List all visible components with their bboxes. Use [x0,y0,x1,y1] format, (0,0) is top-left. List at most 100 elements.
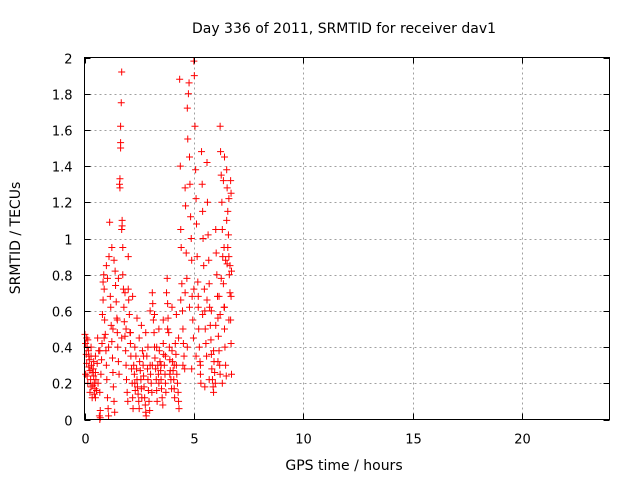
data-point [196,361,204,369]
data-point [100,334,108,342]
data-point [99,278,107,286]
data-point [145,397,153,405]
data-point [222,256,230,264]
y-tick-label: 1.6 [52,125,73,140]
data-point [122,347,130,355]
data-point [219,280,227,288]
data-point [152,365,160,373]
data-point [123,376,130,384]
data-point [219,253,227,261]
x-tick-label: 0 [81,433,89,448]
x-tick-label: 15 [405,433,422,448]
data-point [190,57,198,65]
data-point [195,343,203,351]
data-point [82,339,90,347]
data-point [134,390,142,398]
data-point [106,218,114,226]
data-point [189,334,197,342]
data-point [153,387,161,395]
data-point [224,231,232,239]
data-point [179,361,187,369]
data-point [105,412,113,420]
data-point [157,376,165,384]
data-point [111,267,119,275]
data-point [98,311,106,319]
data-point [181,365,189,373]
data-point [123,388,131,396]
data-point [210,388,218,396]
data-point [214,358,222,366]
data-point [197,379,205,387]
data-point [139,361,147,369]
data-point [93,387,101,395]
data-point [151,311,158,319]
data-point [117,99,125,107]
data-point [215,347,223,355]
data-point [189,316,197,324]
data-point [175,397,183,405]
data-point [177,244,185,252]
y-tick-label: 1.2 [52,197,73,212]
data-point [91,352,99,360]
data-point [132,352,140,360]
data-point [195,325,203,333]
data-point [222,372,230,380]
data-point [91,368,99,376]
data-point [114,358,122,366]
data-point [116,175,124,183]
data-point [227,339,235,347]
data-point [181,289,189,297]
data-point [218,379,226,387]
data-point [211,368,219,376]
y-tick-label: 0.6 [52,306,73,321]
x-tick-label: 10 [295,433,312,448]
data-point [102,262,110,270]
data-point [228,267,235,275]
data-point [188,365,196,373]
data-point [142,329,150,337]
data-point [172,311,180,319]
data-point [223,216,231,224]
data-point [164,325,172,333]
data-point [183,343,191,351]
data-point [186,153,193,161]
data-point [217,274,225,282]
data-point [182,249,190,257]
data-point [177,225,185,233]
data-point [120,303,128,311]
data-point [176,162,184,170]
y-tick-label: 2 [64,53,72,68]
data-point [88,361,95,369]
data-point [172,350,180,358]
data-point [216,122,224,130]
tick-labels: 0 5 10 15 20 0 0.2 0.4 0.6 0.8 1 1.2 1.4 1.6 1.8 2 [52,53,531,448]
data-point [221,325,228,333]
data-point [216,361,224,369]
data-point [126,329,134,337]
data-point [133,383,141,391]
data-point [136,367,144,375]
data-point [207,336,215,344]
data-point [84,336,92,344]
data-point [114,274,122,282]
data-points [81,57,235,423]
data-point [101,330,109,338]
data-point [94,379,102,387]
data-point [200,285,208,293]
chart-title: Day 336 of 2011, SRMTID for receiver dav… [192,21,496,37]
data-point [103,394,111,402]
data-point [199,311,207,319]
data-point [119,244,127,252]
data-point [140,383,148,391]
data-point [179,307,186,315]
data-point [173,370,181,378]
data-point [87,383,95,391]
data-point [201,325,209,333]
data-point [228,370,235,378]
data-point [149,316,157,324]
data-point [205,376,213,384]
data-point [190,72,198,80]
data-point [120,318,128,326]
data-point [90,390,98,398]
y-tick-label: 1 [64,234,72,249]
